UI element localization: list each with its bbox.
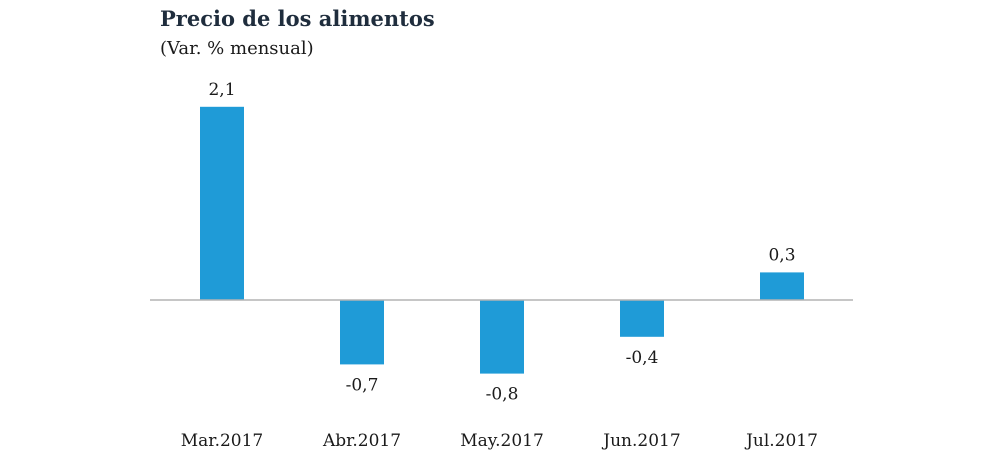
bar-Jul.2017 [760,272,804,300]
data-label-Jun.2017: -0,4 [626,348,659,368]
bar-Abr.2017 [340,300,384,365]
x-tick-label-Jun.2017: Jun.2017 [601,431,680,451]
chart-title: Precio de los alimentos [160,6,435,31]
data-label-May.2017: -0,8 [486,385,519,405]
x-tick-label-Mar.2017: Mar.2017 [181,431,263,451]
x-axis-ticks: Mar.2017 Abr.2017 May.2017 Jun.2017 Jul.2017 [181,431,818,451]
bar-Jun.2017 [620,300,664,337]
bar-Mar.2017 [200,106,244,300]
chart-subtitle: (Var. % mensual) [160,38,314,59]
x-tick-label-Jul.2017: Jul.2017 [744,431,818,451]
data-label-Mar.2017: 2,1 [208,80,235,100]
data-label-Abr.2017: -0,7 [346,375,379,395]
labels-layer: 2,1 -0,7 -0,8 -0,4 0,3 [208,80,795,405]
bars-layer [200,106,804,374]
x-tick-label-Abr.2017: Abr.2017 [322,431,401,451]
bar-May.2017 [480,300,524,374]
data-label-Jul.2017: 0,3 [768,245,795,265]
x-tick-label-May.2017: May.2017 [460,431,544,451]
